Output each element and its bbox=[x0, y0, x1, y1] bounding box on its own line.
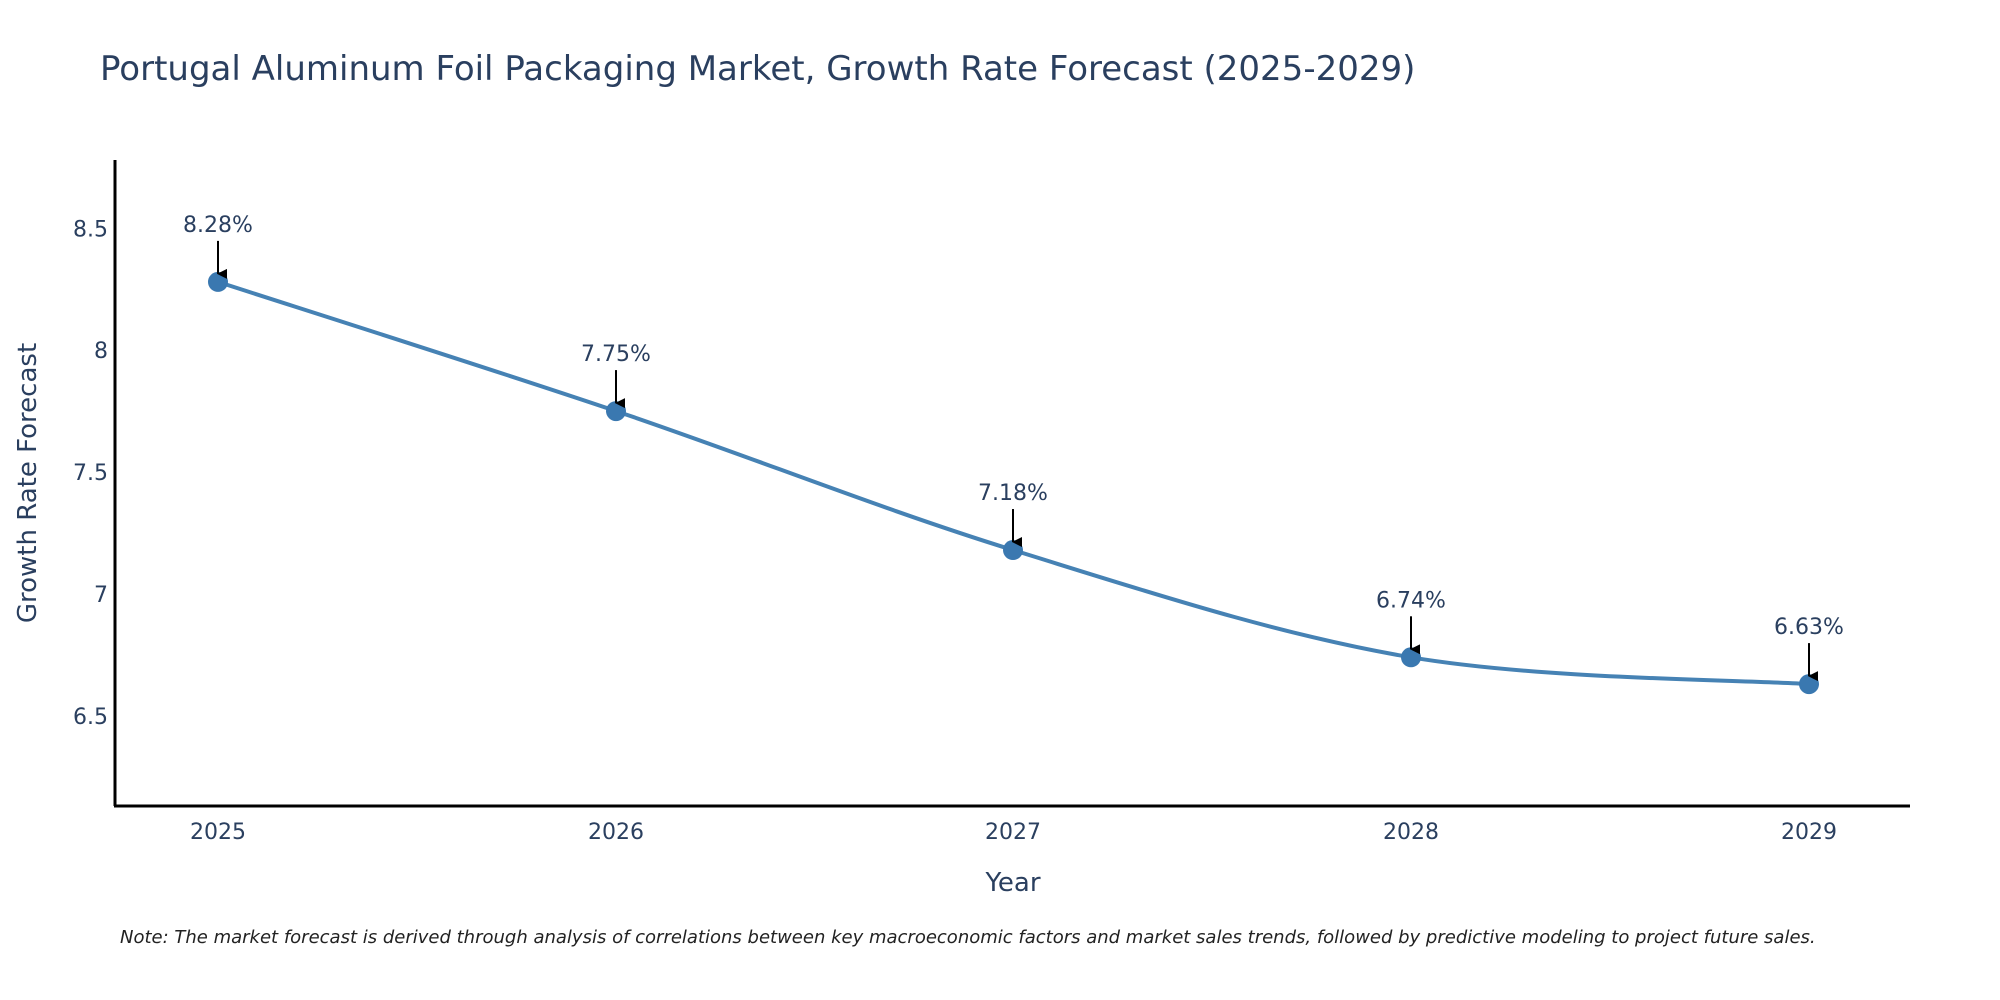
data-label: 8.28% bbox=[183, 213, 253, 238]
y-axis-ticks: 6.5 7 7.5 8 8.5 bbox=[73, 217, 108, 730]
data-label: 6.74% bbox=[1376, 588, 1446, 613]
data-point-2027 bbox=[1003, 540, 1023, 561]
x-tick-label: 2025 bbox=[190, 820, 246, 845]
data-label-annotations: 8.28% 7.75% 7.18% 6.74% 6.63% bbox=[183, 213, 1844, 682]
x-tick-label: 2026 bbox=[588, 820, 644, 845]
y-tick-label: 8 bbox=[94, 339, 108, 364]
data-point-2028 bbox=[1401, 647, 1421, 668]
x-axis-title: Year bbox=[984, 868, 1040, 898]
x-tick-label: 2027 bbox=[985, 820, 1041, 845]
y-tick-label: 7.5 bbox=[73, 461, 108, 486]
data-point-2026 bbox=[606, 401, 626, 422]
data-label: 7.75% bbox=[581, 342, 651, 367]
forecast-note: Note: The market forecast is derived thr… bbox=[120, 927, 1816, 948]
y-tick-label: 6.5 bbox=[73, 705, 108, 730]
x-tick-label: 2029 bbox=[1781, 820, 1837, 845]
x-tick-label: 2028 bbox=[1383, 820, 1439, 845]
data-label: 6.63% bbox=[1774, 615, 1844, 640]
data-point-2029 bbox=[1799, 674, 1819, 695]
data-label: 7.18% bbox=[978, 481, 1048, 506]
x-axis-ticks: 2025 2026 2027 2028 2029 bbox=[190, 820, 1837, 845]
y-axis-title: Growth Rate Forecast bbox=[13, 343, 43, 623]
y-tick-label: 8.5 bbox=[73, 217, 108, 242]
y-tick-label: 7 bbox=[94, 583, 108, 608]
chart-title: Portugal Aluminum Foil Packaging Market,… bbox=[100, 49, 1415, 89]
data-point-2025 bbox=[208, 271, 228, 292]
